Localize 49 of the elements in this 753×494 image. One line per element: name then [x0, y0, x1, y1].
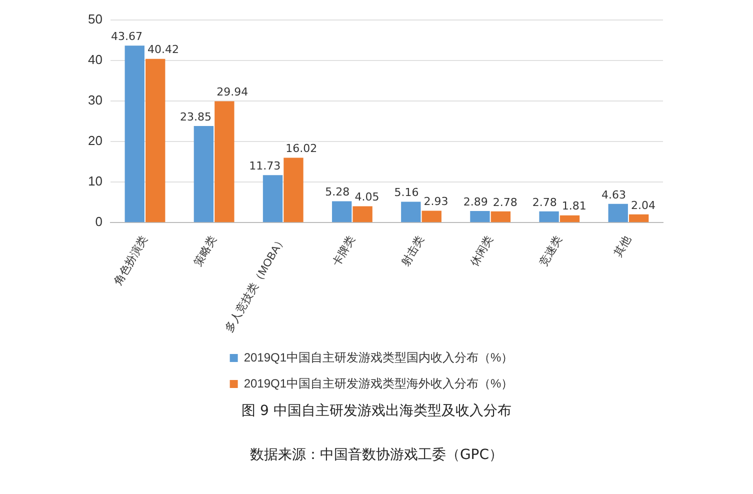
data-label: 2.78: [492, 196, 518, 209]
y-tick-label: 40: [88, 52, 102, 68]
data-label: 5.16: [394, 186, 419, 200]
bar: [470, 210, 490, 222]
data-label: 23.85: [180, 110, 212, 124]
data-label: 2.89: [463, 195, 488, 208]
legend-label: 2019Q1中国自主研发游戏类型国内收入分布（%）: [244, 350, 514, 364]
data-label: 2.04: [630, 198, 656, 212]
x-tick-label: 卡牌类: [330, 233, 358, 269]
data-label: 4.05: [354, 190, 380, 204]
x-tick-label: 竞速类: [536, 233, 565, 269]
bar: [628, 214, 649, 222]
bar: [401, 202, 421, 222]
data-label: 5.28: [325, 186, 350, 199]
data-label: 16.02: [286, 142, 318, 156]
y-tick-label: 20: [88, 133, 102, 148]
source-note: 数据来源：中国音数协游戏工委（GPC）: [248, 446, 504, 464]
bar: [539, 211, 559, 222]
bar: [332, 201, 352, 222]
y-tick-label: 50: [88, 12, 102, 27]
bar: [146, 58, 166, 222]
x-tick-label: 角色扮演类: [111, 233, 150, 288]
data-label: 2.93: [424, 195, 448, 208]
bar: [608, 204, 628, 222]
y-tick-label: 10: [88, 174, 102, 189]
legend-label: 2019Q1中国自主研发游戏类型海外收入分布（%）: [244, 376, 514, 390]
text: 图 9 中国自主研发游戏出海类型及收入分布: [240, 402, 512, 420]
bar: [124, 46, 144, 222]
x-tick-label: 休闲类: [468, 233, 496, 269]
data-label: 11.73: [249, 159, 281, 172]
bar: [352, 206, 372, 222]
data-label: 1.81: [562, 200, 586, 213]
y-tick-label: 30: [88, 92, 102, 108]
x-tick-label: 策略类: [192, 233, 220, 269]
x-tick-label: 射击类: [398, 233, 426, 269]
x-tick-label: 其他: [611, 233, 634, 260]
bar: [490, 211, 511, 222]
data-label: 2.78: [532, 196, 557, 209]
bar: [262, 175, 283, 222]
bar: [214, 101, 234, 222]
bar: [194, 126, 214, 222]
bar: [284, 158, 304, 222]
bar: [422, 210, 442, 222]
y-tick-label: 0: [95, 214, 102, 230]
data-label: 43.67: [110, 30, 142, 44]
data-label: 29.94: [216, 86, 248, 99]
data-label: 40.42: [148, 43, 180, 56]
data-label: 4.63: [601, 188, 626, 202]
bar: [560, 215, 580, 222]
